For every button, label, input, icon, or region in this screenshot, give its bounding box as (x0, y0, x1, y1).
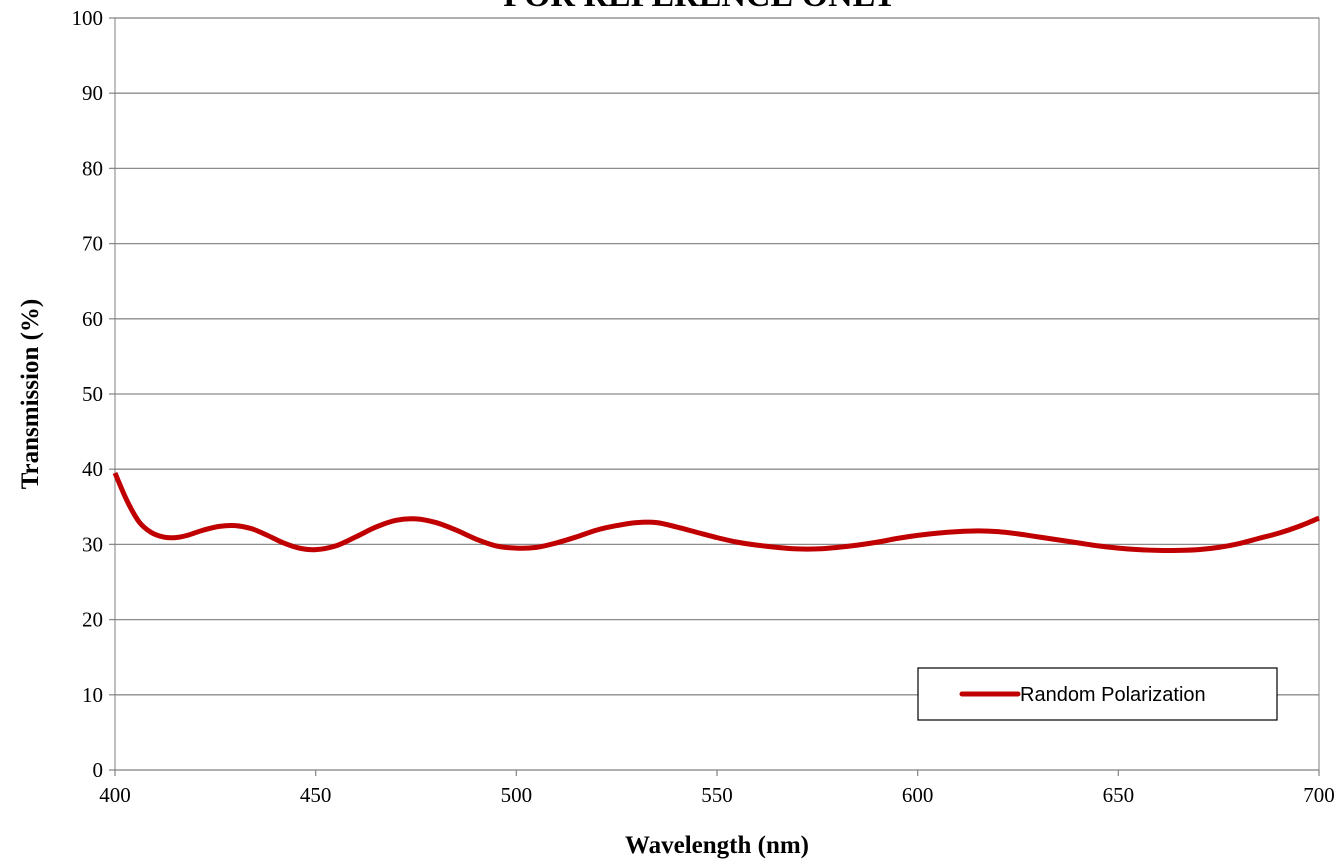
series-layer (112, 471, 1320, 554)
y-tick-label-20: 20 (82, 608, 103, 632)
x-tick-label-400: 400 (99, 783, 131, 807)
y-tick-label-30: 30 (82, 532, 103, 556)
series-line-random-polarization (112, 471, 1320, 554)
legend: Random Polarization (917, 667, 1278, 721)
x-tick-label-550: 550 (701, 783, 733, 807)
x-tick-label-600: 600 (902, 783, 934, 807)
y-tick-label-100: 100 (72, 6, 104, 30)
x-tick-label-500: 500 (501, 783, 533, 807)
x-tick-label-450: 450 (300, 783, 332, 807)
y-tick-label-70: 70 (82, 232, 103, 256)
x-tick-label-700: 700 (1303, 783, 1335, 807)
plot-area-border (114, 17, 1320, 771)
y-tick-label-50: 50 (82, 382, 103, 406)
y-axis-tick-labels: 0 10 20 30 40 50 60 70 80 90 100 (72, 6, 104, 782)
y-tick-label-80: 80 (82, 156, 103, 180)
y-tick-label-60: 60 (82, 307, 103, 331)
y-axis-title: Transmission (%) (17, 299, 44, 490)
y-tick-label-0: 0 (93, 758, 104, 782)
y-tick-label-40: 40 (82, 457, 103, 481)
gridlines (109, 17, 1320, 776)
legend-label-random-polarization: Random Polarization (1020, 684, 1206, 706)
x-tick-label-650: 650 (1103, 783, 1135, 807)
watermark-text: FOR REFERENCE ONLY (503, 0, 897, 14)
y-tick-label-90: 90 (82, 81, 103, 105)
x-axis-tick-labels: 400 450 500 550 600 650 700 (99, 783, 1335, 807)
y-tick-label-10: 10 (82, 683, 103, 707)
x-axis-title: Wavelength (nm) (625, 832, 809, 859)
